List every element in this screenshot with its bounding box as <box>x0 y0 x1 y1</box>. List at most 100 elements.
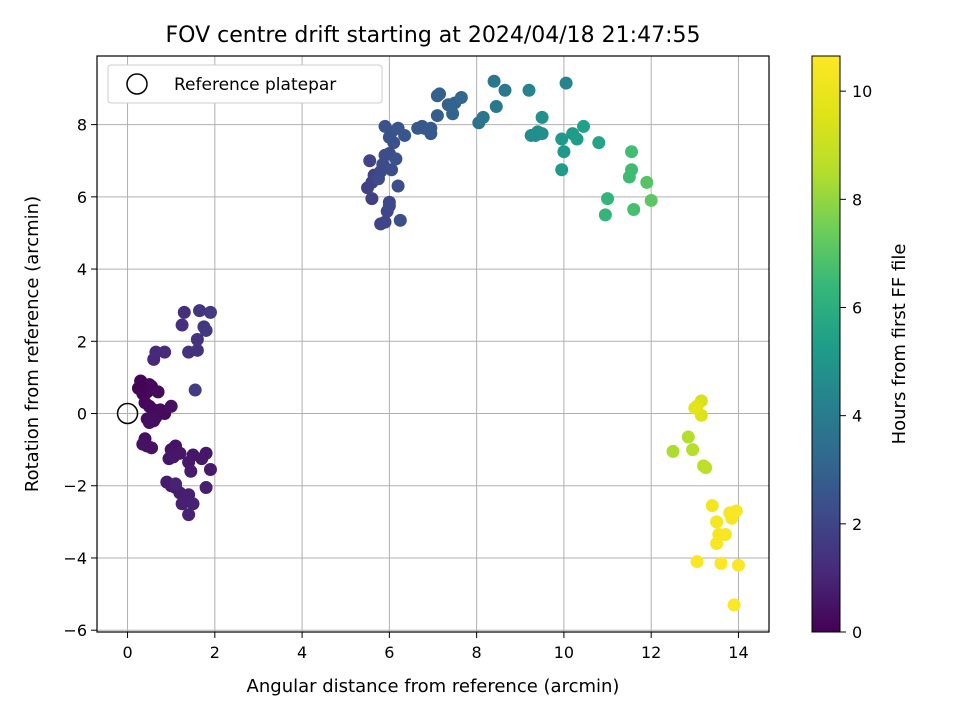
data-points <box>131 74 745 612</box>
data-point <box>666 444 680 458</box>
data-point <box>190 332 204 346</box>
y-tick-label: 8 <box>77 116 87 135</box>
data-point <box>729 504 743 518</box>
data-point <box>705 499 719 513</box>
x-tick-label: 12 <box>641 643 661 662</box>
y-tick-label: −2 <box>63 477 87 496</box>
plot-frame <box>96 55 770 633</box>
data-point <box>391 179 405 193</box>
y-axis-label: Rotation from reference (arcmin) <box>22 196 43 492</box>
data-point <box>718 527 732 541</box>
y-tick-label: −6 <box>63 621 87 640</box>
data-point <box>699 461 713 475</box>
y-tick-label: −4 <box>63 549 87 568</box>
data-point <box>385 163 399 177</box>
x-tick-label: 4 <box>297 643 307 662</box>
x-tick-label: 10 <box>554 643 574 662</box>
data-point <box>555 132 569 146</box>
data-point <box>559 76 573 90</box>
data-point <box>710 537 724 551</box>
data-point <box>199 323 213 337</box>
data-point <box>454 91 468 105</box>
data-point <box>598 208 612 222</box>
colorbar-gradient <box>811 55 841 633</box>
data-point <box>644 193 658 207</box>
data-point <box>601 192 615 206</box>
colorbar-tick-label: 4 <box>852 407 862 426</box>
data-point <box>177 305 191 319</box>
colorbar-tick-label: 8 <box>852 190 862 209</box>
data-point <box>430 109 444 123</box>
data-point <box>398 128 412 142</box>
data-point <box>433 87 447 101</box>
data-point <box>487 74 501 88</box>
chart-title: FOV centre drift starting at 2024/04/18 … <box>166 23 701 48</box>
reference-point <box>116 402 139 425</box>
data-point <box>731 558 745 572</box>
data-point <box>577 119 591 133</box>
data-point <box>188 383 202 397</box>
data-point <box>446 107 460 121</box>
data-point <box>627 202 641 216</box>
data-point <box>557 145 571 159</box>
data-point <box>173 446 187 460</box>
data-point <box>688 401 702 415</box>
y-axis-ticks: −6 −4 −2 0 2 4 6 8 <box>63 116 97 640</box>
data-point <box>378 215 392 229</box>
data-point <box>199 446 213 460</box>
x-axis-label: Angular distance from reference (arcmin) <box>247 676 620 697</box>
data-point <box>424 127 438 141</box>
data-point <box>389 152 403 166</box>
y-tick-label: 2 <box>77 332 87 351</box>
data-point <box>190 343 204 357</box>
y-tick-label: 4 <box>77 260 87 279</box>
data-point <box>555 163 569 177</box>
data-point <box>203 462 217 476</box>
legend-marker <box>126 73 148 95</box>
y-tick-label: 0 <box>77 405 87 424</box>
colorbar-tick-label: 0 <box>852 623 862 642</box>
data-point <box>710 515 724 529</box>
data-point <box>535 110 549 124</box>
data-point <box>363 154 377 168</box>
data-point <box>145 441 159 455</box>
y-tick-label: 6 <box>77 188 87 207</box>
x-tick-label: 6 <box>384 643 394 662</box>
data-point <box>184 464 198 478</box>
data-point <box>640 175 654 189</box>
data-point <box>164 399 178 413</box>
x-axis-ticks: 0 2 4 6 8 10 12 14 <box>122 632 749 662</box>
data-point <box>522 83 536 97</box>
data-point <box>175 318 189 332</box>
data-point <box>203 305 217 319</box>
data-point <box>489 100 503 114</box>
colorbar-ticks: 0 2 4 6 8 10 <box>840 82 872 642</box>
data-point <box>625 163 639 177</box>
data-point <box>382 199 396 213</box>
reference-marker <box>116 402 139 425</box>
x-tick-label: 2 <box>210 643 220 662</box>
colorbar-label: Hours from first FF file <box>889 244 910 445</box>
data-point <box>476 110 490 124</box>
data-point <box>681 430 695 444</box>
data-point <box>570 132 584 146</box>
data-point <box>690 555 704 569</box>
data-point <box>169 477 183 491</box>
x-tick-label: 0 <box>122 643 132 662</box>
data-point <box>186 497 200 511</box>
data-point <box>625 145 639 159</box>
colorbar-tick-label: 2 <box>852 515 862 534</box>
data-point <box>158 345 172 359</box>
data-point <box>199 481 213 495</box>
legend: Reference platepar <box>107 64 383 104</box>
colorbar-tick-label: 6 <box>852 298 862 317</box>
data-point <box>175 497 189 511</box>
legend-label: Reference platepar <box>174 75 336 95</box>
data-point <box>686 443 700 457</box>
data-point <box>498 83 512 97</box>
data-point <box>365 192 379 206</box>
data-point <box>727 598 741 612</box>
data-point <box>535 127 549 141</box>
data-point <box>151 385 165 399</box>
